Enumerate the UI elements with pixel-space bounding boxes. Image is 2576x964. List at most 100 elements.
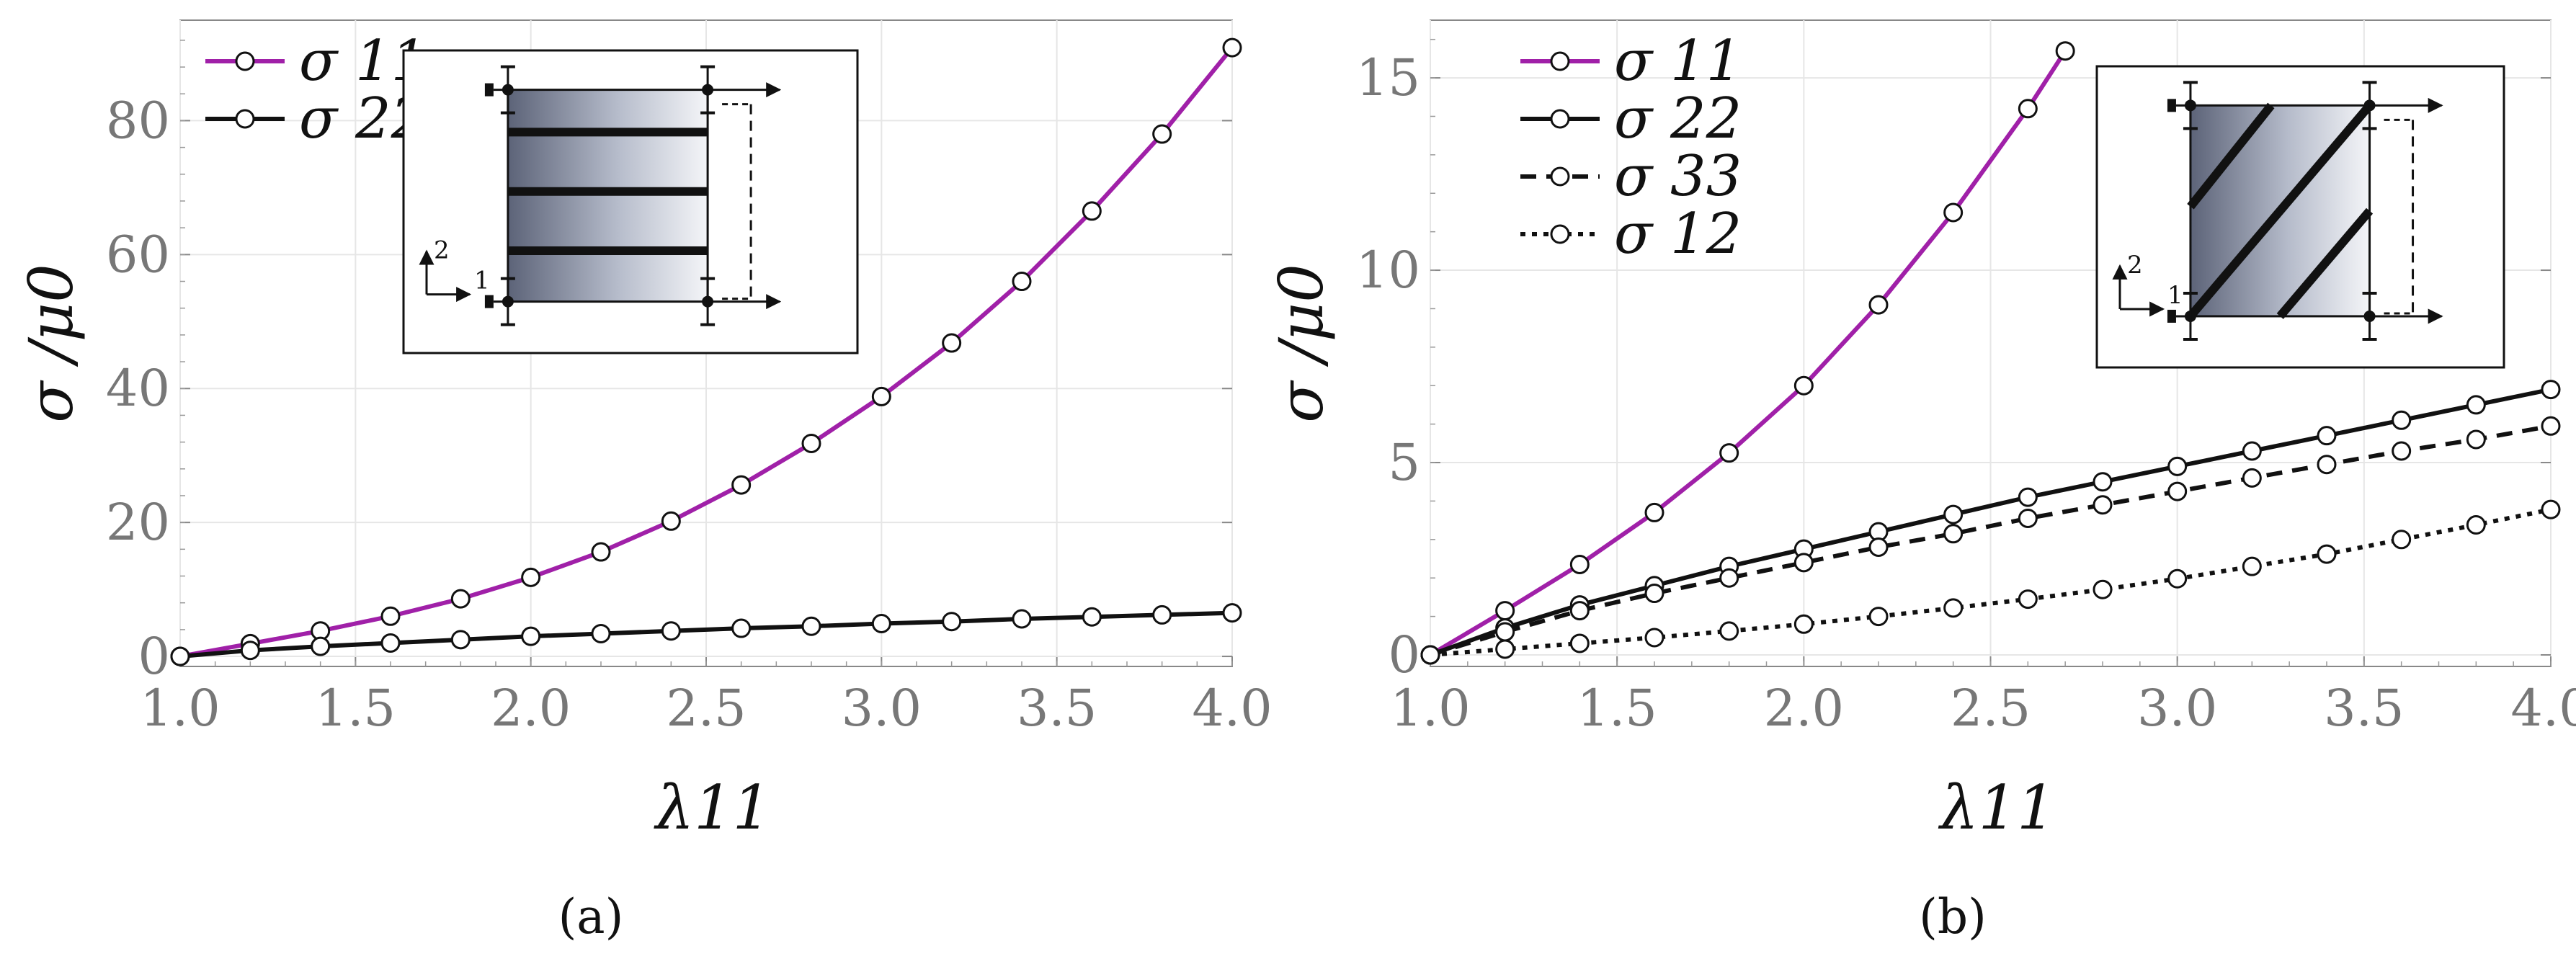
data-point	[2093, 472, 2113, 492]
x-tick-label: 2.0	[491, 679, 571, 738]
data-point	[2093, 495, 2113, 515]
data-point	[2317, 455, 2337, 475]
data-point	[871, 386, 891, 406]
data-point	[1943, 504, 1964, 525]
data-point	[1943, 598, 1964, 618]
data-point	[2466, 395, 2486, 415]
y-tick-label: 0	[138, 627, 170, 686]
x-tick-label: 4.0	[1192, 679, 1272, 738]
data-point	[1012, 272, 1032, 292]
data-point	[1868, 537, 1889, 557]
panel-caption: (a)	[558, 889, 624, 945]
data-point	[1868, 295, 1889, 315]
x-axis-title: λ11	[654, 772, 771, 843]
data-point	[2466, 515, 2486, 535]
data-point	[2242, 468, 2262, 488]
data-point	[450, 630, 471, 650]
data-point	[942, 333, 962, 353]
data-point	[1495, 622, 1515, 642]
data-point	[2093, 579, 2113, 599]
data-point	[1569, 633, 1590, 653]
data-point	[2392, 410, 2412, 430]
data-point	[2018, 99, 2038, 119]
series-line	[179, 610, 1233, 659]
series-line	[179, 46, 1234, 659]
data-point	[1943, 524, 1964, 544]
series-line	[1430, 424, 2552, 657]
fiber	[2187, 102, 2275, 210]
data-point	[1644, 502, 1664, 522]
data-point	[521, 626, 541, 646]
data-point	[2167, 481, 2188, 501]
data-point	[2167, 568, 2188, 589]
data-point	[2055, 41, 2075, 61]
data-point	[1420, 645, 1440, 665]
data-point	[1719, 443, 1739, 463]
data-point	[311, 636, 331, 656]
data-point	[661, 511, 681, 531]
data-point	[1719, 568, 1739, 588]
x-tick-label: 2.0	[1764, 679, 1844, 738]
data-point	[2167, 456, 2188, 476]
y-tick-label: 20	[106, 493, 170, 552]
inset-diagram: 21	[2095, 65, 2505, 369]
legend-label: σ 33	[1614, 144, 1742, 209]
data-point	[1082, 201, 1102, 221]
x-tick-label: 4.0	[2510, 679, 2576, 738]
data-point	[2392, 441, 2412, 461]
x-tick-label: 2.5	[1951, 679, 2031, 738]
legend-label: σ 11	[1614, 29, 1742, 94]
roller-support	[484, 83, 494, 97]
panel-caption: (b)	[1919, 889, 1987, 945]
legend-label: σ 12	[1614, 202, 1742, 267]
axis-2-label: 2	[2127, 251, 2143, 280]
data-point	[1012, 609, 1032, 629]
x-tick-label: 1.0	[140, 679, 220, 738]
data-point	[731, 618, 752, 638]
legend-marker	[1550, 166, 1570, 187]
panel-a: 1.0 1.5 2.0 2.5 3.0 3.5 4.0 0 20 40 60 80 λ11 σ /μ0 (a…	[16, 19, 1273, 945]
legend-marker	[1550, 224, 1570, 244]
data-point	[2541, 499, 2561, 519]
axis-1-label: 1	[2167, 281, 2183, 310]
x-tick-label: 1.5	[1577, 679, 1657, 738]
data-point	[380, 633, 401, 653]
x-tick-label: 1.0	[1390, 679, 1470, 738]
data-point	[2242, 556, 2262, 576]
data-point	[591, 542, 611, 562]
data-point	[2392, 530, 2412, 550]
data-point	[1082, 607, 1102, 627]
data-point	[1152, 604, 1172, 625]
legend-label: σ 22	[1614, 86, 1742, 151]
x-tick-label: 1.5	[316, 679, 396, 738]
x-tick-label: 2.5	[666, 679, 746, 738]
data-point	[731, 475, 752, 495]
y-tick-label: 15	[1356, 48, 1420, 107]
series-line	[1429, 387, 2552, 657]
data-point	[2466, 429, 2486, 450]
y-tick-label: 40	[106, 359, 170, 418]
x-tick-label: 3.0	[2137, 679, 2217, 738]
data-point	[1495, 639, 1515, 659]
data-point	[1793, 614, 1814, 634]
fiber	[2276, 207, 2374, 319]
axis-2-label: 2	[434, 236, 450, 265]
data-point	[2541, 380, 2561, 400]
data-point	[1495, 601, 1515, 621]
data-point	[1943, 202, 1964, 223]
roller-support	[2167, 99, 2176, 112]
data-point	[2242, 441, 2262, 461]
y-tick-label: 0	[1388, 625, 1420, 684]
axis-1-label: 1	[474, 267, 490, 295]
data-point	[450, 589, 471, 609]
data-point	[1644, 628, 1664, 648]
data-point	[801, 616, 821, 636]
data-point	[1644, 584, 1664, 604]
series-line	[1429, 50, 2067, 657]
panel-b: 1.0 1.5 2.0 2.5 3.0 3.5 4.0 0 5 10 15 λ11 σ /μ0 (b) σ …	[1266, 19, 2576, 945]
y-axis-title: σ /μ0	[1266, 264, 1337, 422]
roller-support	[484, 295, 494, 308]
data-point	[240, 641, 260, 661]
data-point	[1719, 621, 1739, 641]
